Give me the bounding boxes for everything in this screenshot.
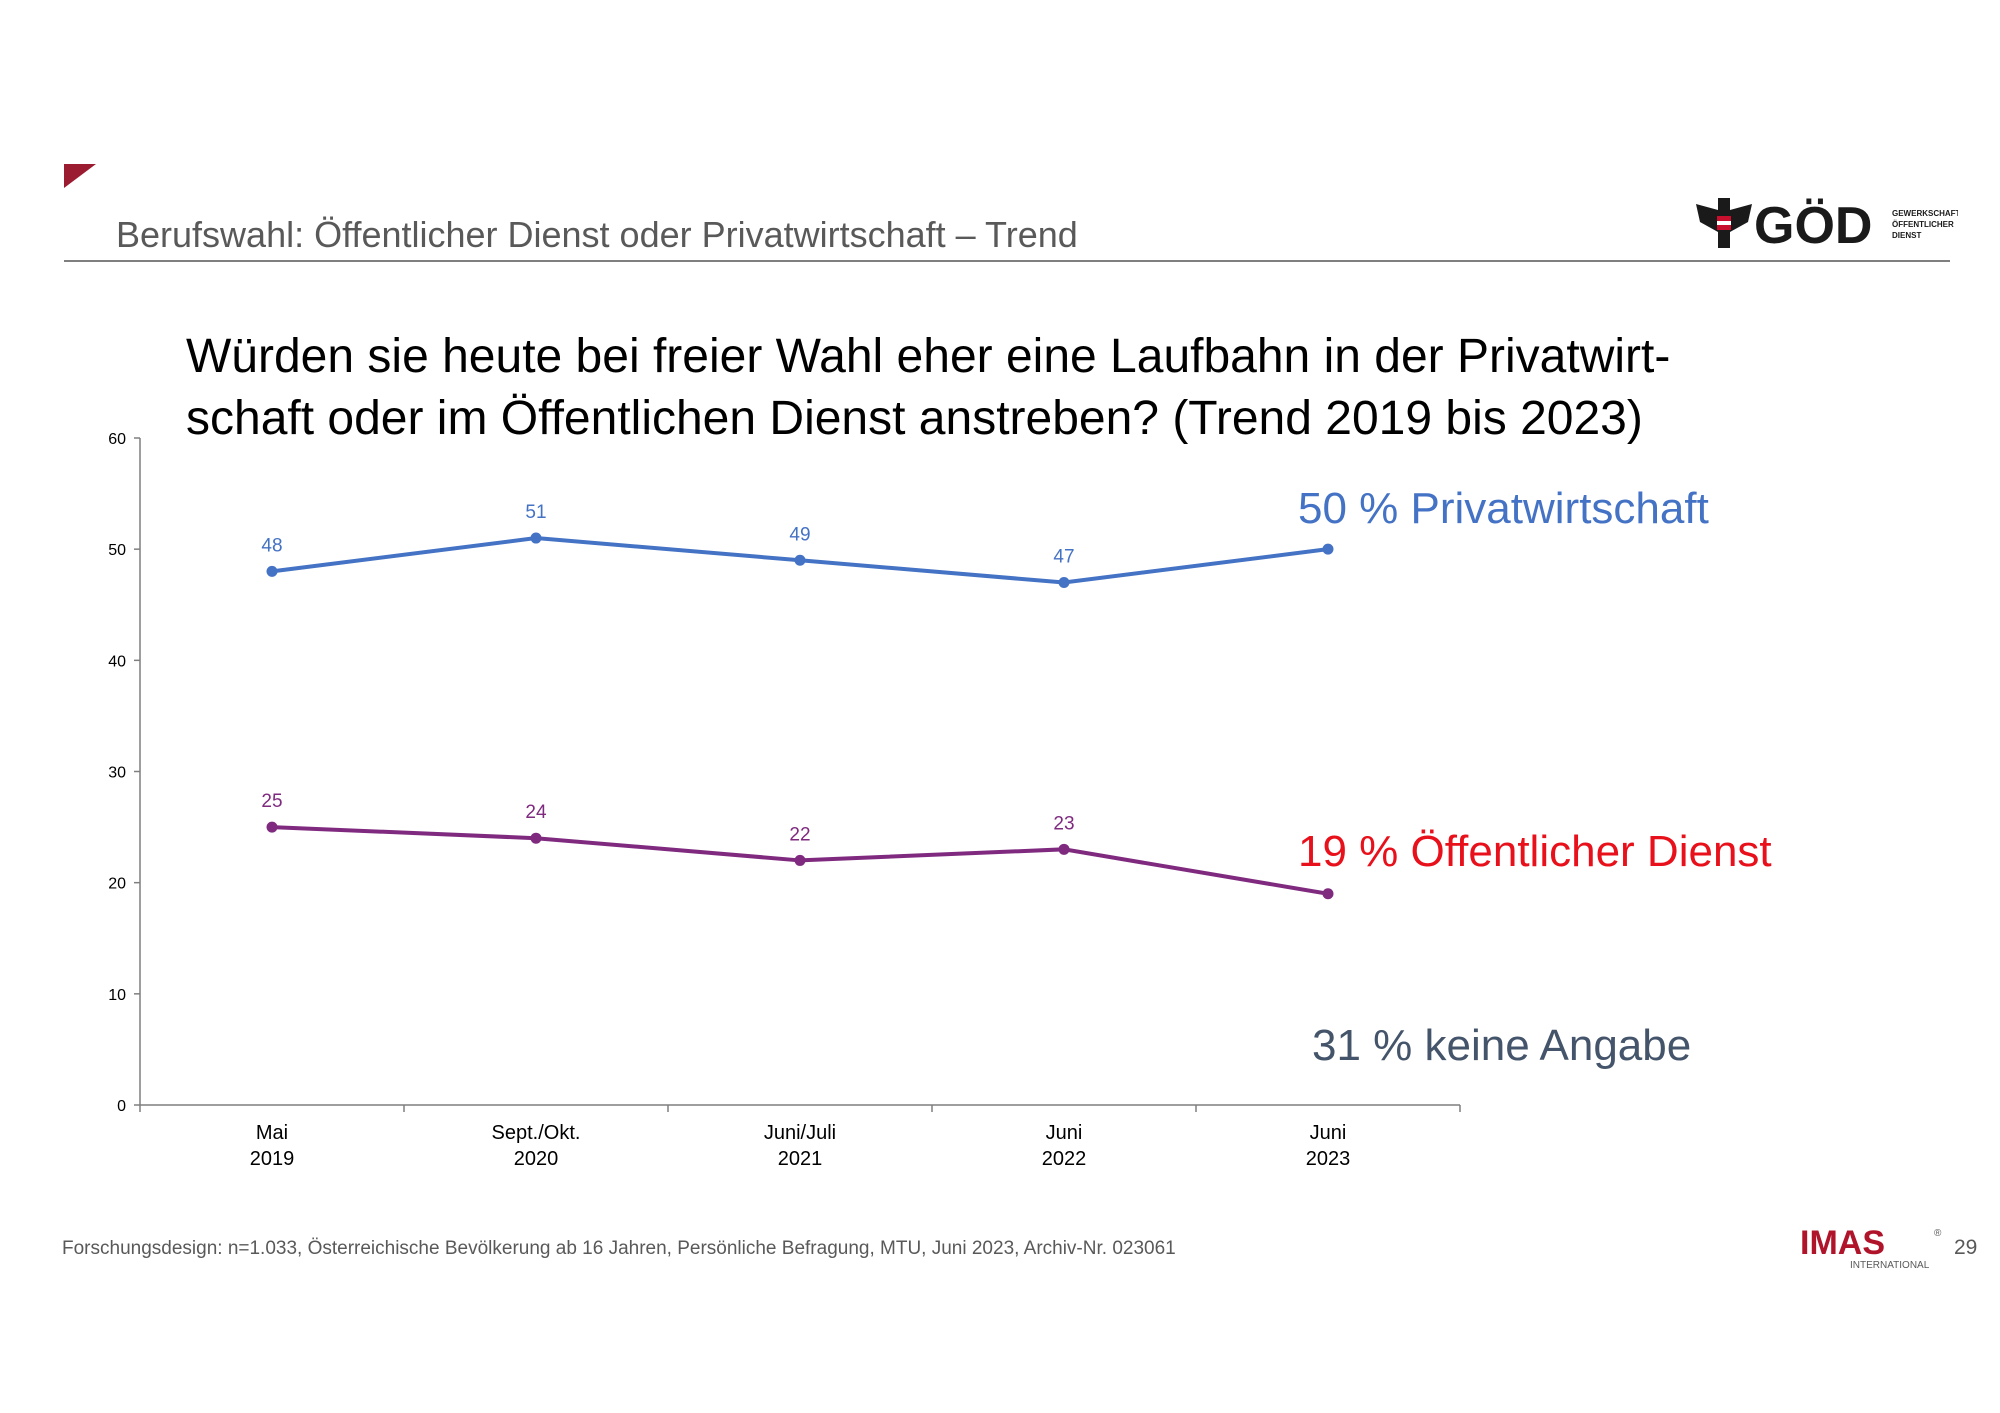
y-tick-label: 60: [108, 431, 126, 448]
data-point-privat: [1058, 577, 1070, 589]
slide-title: Berufswahl: Öffentlicher Dienst oder Pri…: [116, 214, 1078, 255]
data-point-oeffentlich: [1058, 843, 1070, 855]
svg-text:ÖFFENTLICHER: ÖFFENTLICHER: [1892, 220, 1954, 229]
data-label-oeffentlich: 25: [261, 791, 282, 812]
y-tick-label: 40: [108, 653, 126, 670]
survey-question-line-1: Würden sie heute bei freier Wahl eher ei…: [186, 330, 1671, 383]
y-tick-label: 30: [108, 765, 126, 782]
survey-question: Würden sie heute bei freier Wahl eher ei…: [186, 326, 1670, 450]
x-tick-label: Juni: [1310, 1122, 1347, 1144]
data-label-privat: 49: [789, 524, 810, 545]
data-label-oeffentlich: 22: [789, 824, 810, 845]
x-tick-label: Sept./Okt.: [492, 1122, 581, 1144]
page-number: 29: [1954, 1236, 1978, 1259]
data-point-oeffentlich: [530, 832, 542, 844]
data-point-privat: [794, 554, 806, 566]
survey-question-line-2: schaft oder im Öffentlichen Dienst anstr…: [186, 392, 1643, 445]
data-point-privat: [1322, 543, 1334, 555]
y-tick-label: 20: [108, 876, 126, 893]
y-tick-label: 50: [108, 542, 126, 559]
data-label-oeffentlich: 24: [525, 802, 547, 823]
x-tick-label: 2020: [514, 1148, 559, 1170]
eagle-icon: [1696, 198, 1752, 248]
svg-text:IMAS: IMAS: [1800, 1224, 1885, 1262]
data-label-privat: 48: [261, 535, 282, 556]
research-design-footnote: Forschungsdesign: n=1.033, Österreichisc…: [62, 1238, 1176, 1259]
svg-text:®: ®: [1934, 1228, 1942, 1239]
data-point-privat: [530, 532, 542, 544]
annotation-oeffentlich_label: 19 % Öffentlicher Dienst: [1298, 827, 1772, 876]
data-point-oeffentlich: [1322, 888, 1334, 900]
corner-accent-mark: [64, 164, 96, 188]
chart-annotations: 50 % Privatwirtschaft 19 % Öffentlicher D…: [1298, 484, 1772, 1070]
svg-text:GÖD: GÖD: [1754, 197, 1872, 254]
x-tick-label: Mai: [256, 1122, 288, 1144]
data-point-oeffentlich: [266, 821, 278, 833]
svg-text:DIENST: DIENST: [1892, 231, 1921, 240]
chart-axes: 0 10 20 30 40 50 60 Mai 2019 Sept./Okt. 2020 Juni/J…: [108, 431, 1461, 1170]
x-tick-label: 2021: [778, 1148, 823, 1170]
annotation-keine: 31 % keine Angabe: [1312, 1021, 1691, 1070]
chart-data-labels: 48 51 49 47 25 24 22 23: [261, 502, 1074, 845]
svg-text:GEWERKSCHAFT: GEWERKSCHAFT: [1892, 209, 1958, 218]
data-label-privat: 47: [1053, 547, 1074, 568]
x-tick-label: 2023: [1306, 1148, 1351, 1170]
data-label-privat: 51: [525, 502, 546, 523]
data-point-privat: [266, 565, 278, 577]
x-tick-label: Juni/Juli: [764, 1122, 836, 1144]
x-tick-label: 2019: [250, 1148, 295, 1170]
god-logo: GÖD GEWERKSCHAFT ÖFFENTLICHER DIENST: [1696, 197, 1958, 254]
svg-text:INTERNATIONAL: INTERNATIONAL: [1850, 1260, 1930, 1271]
data-label-oeffentlich: 23: [1053, 813, 1074, 834]
x-tick-label: 2022: [1042, 1148, 1087, 1170]
y-tick-label: 0: [117, 1098, 126, 1115]
y-tick-label: 10: [108, 987, 126, 1004]
chart-data-points: [266, 532, 1334, 900]
annotation-privat: 50 % Privatwirtschaft: [1298, 484, 1709, 533]
imas-logo: IMAS ® INTERNATIONAL: [1800, 1224, 1942, 1271]
x-tick-label: Juni: [1046, 1122, 1083, 1144]
data-point-oeffentlich: [794, 854, 806, 866]
title-divider: [64, 260, 1950, 262]
